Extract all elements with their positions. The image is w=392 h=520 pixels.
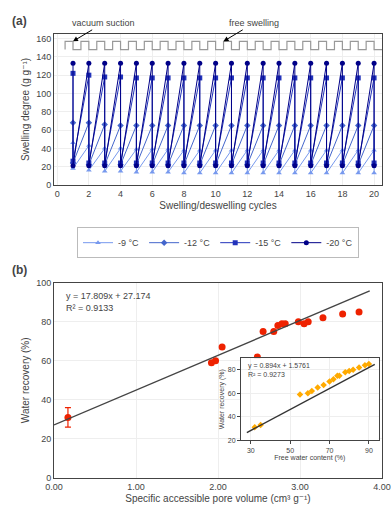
svg-text:y = 0.894x + 1.5761R² = 0.9273: y = 0.894x + 1.5761R² = 0.9273 [248,362,310,378]
svg-text:16: 16 [306,189,316,199]
svg-text:60: 60 [41,125,51,135]
svg-text:2: 2 [86,189,91,199]
svg-text:14: 14 [274,189,284,199]
svg-text:12: 12 [242,189,252,199]
svg-text:160: 160 [36,34,51,44]
svg-text:(b): (b) [12,263,27,277]
svg-text:Water recovery (%): Water recovery (%) [20,337,31,423]
svg-text:0.00: 0.00 [45,482,63,492]
svg-text:100: 100 [36,278,51,288]
svg-text:-12 °C: -12 °C [184,238,210,248]
svg-text:Swelling/deswelling cycles: Swelling/deswelling cycles [159,200,276,211]
svg-text:40: 40 [228,413,236,420]
svg-text:40: 40 [41,144,51,154]
svg-text:6: 6 [150,189,155,199]
svg-text:20: 20 [41,434,51,444]
svg-text:40: 40 [41,395,51,405]
svg-text:60: 60 [228,390,236,397]
svg-text:20: 20 [369,189,379,199]
svg-text:100: 100 [36,89,51,99]
svg-text:10: 10 [211,189,221,199]
svg-text:vacuum suction: vacuum suction [72,18,135,28]
svg-text:Specific accessible pore volum: Specific accessible pore volume (cm³ g⁻¹… [125,493,310,504]
svg-text:4: 4 [118,189,123,199]
svg-text:20: 20 [228,437,236,444]
svg-text:80: 80 [41,107,51,117]
svg-text:80: 80 [228,366,236,373]
svg-text:120: 120 [36,70,51,80]
svg-text:30: 30 [247,447,255,454]
svg-text:-20 °C: -20 °C [326,238,352,248]
svg-text:Free water content (%): Free water content (%) [274,454,345,462]
svg-text:1.00: 1.00 [127,482,145,492]
svg-text:Water recovery (%): Water recovery (%) [218,369,226,429]
svg-text:18: 18 [337,189,347,199]
svg-text:140: 140 [36,52,51,62]
svg-text:4.00: 4.00 [373,482,391,492]
svg-text:2.00: 2.00 [209,482,227,492]
svg-text:y = 17.809x + 27.174R² = 0.913: y = 17.809x + 27.174R² = 0.9133 [66,291,151,313]
svg-text:90: 90 [365,447,373,454]
svg-text:0: 0 [46,473,51,483]
svg-text:-9 °C: -9 °C [118,238,139,248]
svg-text:Swelling degree (g g⁻¹): Swelling degree (g g⁻¹) [20,58,31,161]
svg-text:80: 80 [41,317,51,327]
svg-text:free swelling: free swelling [229,18,279,28]
svg-text:3.00: 3.00 [291,482,309,492]
svg-text:20: 20 [41,162,51,172]
svg-text:0: 0 [55,189,60,199]
svg-text:(a): (a) [12,14,27,28]
svg-text:0: 0 [46,180,51,190]
svg-text:8: 8 [181,189,186,199]
svg-text:60: 60 [41,356,51,366]
svg-text:50: 50 [286,447,294,454]
svg-text:-15 °C: -15 °C [255,238,281,248]
svg-text:70: 70 [326,447,334,454]
